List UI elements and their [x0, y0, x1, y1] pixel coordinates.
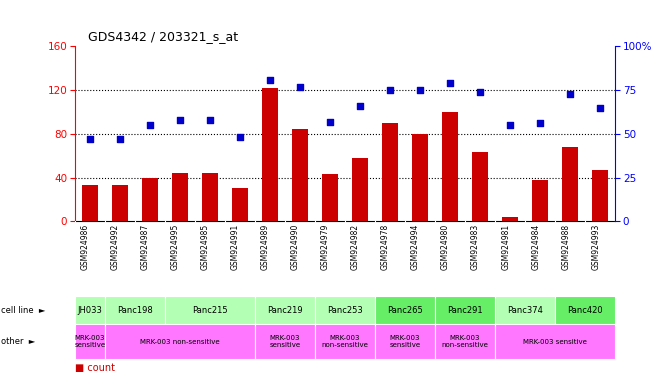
Point	[174, 117, 185, 123]
Bar	[472, 152, 488, 221]
Text: GSM924985: GSM924985	[201, 223, 210, 270]
Bar	[105, 324, 255, 359]
Point	[115, 136, 125, 142]
Bar	[255, 324, 315, 359]
Point	[415, 87, 425, 93]
Bar	[352, 158, 368, 221]
Point	[355, 103, 365, 109]
Text: MRK-003
sensitive: MRK-003 sensitive	[74, 335, 105, 348]
Bar	[495, 296, 555, 324]
Text: GSM924991: GSM924991	[231, 223, 240, 270]
Point	[535, 120, 546, 126]
Text: GSM924995: GSM924995	[171, 223, 180, 270]
Text: Panc420: Panc420	[568, 306, 603, 314]
Bar	[435, 324, 495, 359]
Bar	[495, 324, 615, 359]
Text: Panc198: Panc198	[117, 306, 153, 314]
Point	[565, 91, 575, 97]
Bar	[262, 88, 278, 221]
Text: GSM924993: GSM924993	[591, 223, 600, 270]
Text: GSM924986: GSM924986	[81, 223, 90, 270]
Text: JH033: JH033	[77, 306, 102, 314]
Point	[265, 76, 275, 83]
Text: MRK-003 non-sensitive: MRK-003 non-sensitive	[140, 339, 220, 344]
Bar	[255, 296, 315, 324]
Text: MRK-003
non-sensitive: MRK-003 non-sensitive	[322, 335, 368, 348]
Bar	[142, 177, 158, 221]
Bar	[315, 324, 375, 359]
Point	[475, 89, 485, 95]
Bar	[562, 147, 579, 221]
Bar	[75, 296, 105, 324]
Text: MRK-003 sensitive: MRK-003 sensitive	[523, 339, 587, 344]
Text: GSM924988: GSM924988	[561, 223, 570, 270]
Text: Panc265: Panc265	[387, 306, 423, 314]
Text: Panc374: Panc374	[507, 306, 543, 314]
Text: GSM924992: GSM924992	[111, 223, 120, 270]
Text: GSM924981: GSM924981	[501, 223, 510, 270]
Text: GSM924979: GSM924979	[321, 223, 330, 270]
Bar	[172, 173, 188, 221]
Bar	[165, 296, 255, 324]
Point	[505, 122, 516, 128]
Text: GSM924980: GSM924980	[441, 223, 450, 270]
Bar	[315, 296, 375, 324]
Bar	[555, 296, 615, 324]
Point	[445, 80, 455, 86]
Text: GSM924989: GSM924989	[261, 223, 270, 270]
Bar	[412, 134, 428, 221]
Text: MRK-003
sensitive: MRK-003 sensitive	[270, 335, 301, 348]
Point	[85, 136, 95, 142]
Bar	[202, 173, 218, 221]
Text: ■ count: ■ count	[75, 363, 115, 373]
Bar	[502, 217, 518, 221]
Bar	[75, 324, 105, 359]
Point	[385, 87, 395, 93]
Text: GSM924990: GSM924990	[291, 223, 300, 270]
Bar	[105, 296, 165, 324]
Text: Panc219: Panc219	[267, 306, 303, 314]
Text: Panc291: Panc291	[447, 306, 483, 314]
Text: other  ►: other ►	[1, 337, 35, 346]
Text: MRK-003
non-sensitive: MRK-003 non-sensitive	[441, 335, 488, 348]
Text: GDS4342 / 203321_s_at: GDS4342 / 203321_s_at	[88, 30, 238, 43]
Bar	[111, 185, 128, 221]
Bar	[381, 123, 398, 221]
Point	[295, 84, 305, 90]
Text: GSM924994: GSM924994	[411, 223, 420, 270]
Point	[595, 104, 605, 111]
Bar	[292, 129, 309, 221]
Text: GSM924978: GSM924978	[381, 223, 390, 270]
Bar	[592, 170, 609, 221]
Bar	[375, 324, 435, 359]
Text: GSM924984: GSM924984	[531, 223, 540, 270]
Point	[325, 119, 335, 125]
Bar	[232, 189, 248, 221]
Text: GSM924987: GSM924987	[141, 223, 150, 270]
Bar	[322, 174, 339, 221]
Text: GSM924983: GSM924983	[471, 223, 480, 270]
Text: MRK-003
sensitive: MRK-003 sensitive	[389, 335, 421, 348]
Text: GSM924982: GSM924982	[351, 223, 360, 270]
Bar	[375, 296, 435, 324]
Text: Panc253: Panc253	[327, 306, 363, 314]
Point	[204, 117, 215, 123]
Point	[235, 134, 245, 141]
Text: cell line  ►: cell line ►	[1, 306, 45, 314]
Bar	[81, 185, 98, 221]
Text: Panc215: Panc215	[192, 306, 228, 314]
Bar	[442, 112, 458, 221]
Bar	[532, 180, 548, 221]
Bar	[435, 296, 495, 324]
Point	[145, 122, 155, 128]
